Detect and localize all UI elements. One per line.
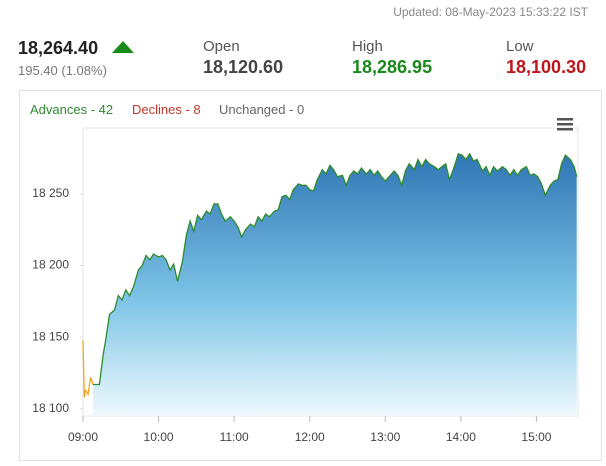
x-tick-label: 13:00 <box>370 430 400 444</box>
stat-value: 18,120.60 <box>203 57 284 77</box>
y-tick-label: 18 150 <box>32 329 69 343</box>
x-tick-label: 12:00 <box>295 430 325 444</box>
line <box>93 152 578 386</box>
menu-icon[interactable] <box>557 118 573 131</box>
area <box>93 153 577 417</box>
chart-box <box>19 90 602 461</box>
breadth-item: Declines - 8 <box>132 102 201 117</box>
breadth-item: Advances - 42 <box>30 102 114 117</box>
stat-value: 18,100.30 <box>506 57 587 77</box>
x-tick-label: 10:00 <box>144 430 174 444</box>
breadth-item: Unchanged - 0 <box>219 102 305 117</box>
stat-label: Low <box>506 38 534 55</box>
up-arrow <box>112 41 134 53</box>
stat-label: High <box>352 38 383 55</box>
updated-time: Updated: 08-May-2023 15:33:22 IST <box>393 5 588 19</box>
line <box>82 340 94 398</box>
y-tick-label: 18 100 <box>32 401 69 415</box>
y-tick-label: 18 200 <box>32 258 69 272</box>
y-tick-label: 18 250 <box>32 186 69 200</box>
x-tick-label: 09:00 <box>68 430 98 444</box>
last-price: 18,264.40 <box>18 38 99 58</box>
x-tick-label: 14:00 <box>446 430 476 444</box>
x-tick-label: 15:00 <box>521 430 551 444</box>
price-change: 195.40 (1.08%) <box>18 63 107 78</box>
stat-label: Open <box>203 38 240 55</box>
stat-value: 18,286.95 <box>352 57 433 77</box>
x-tick-label: 11:00 <box>220 430 249 444</box>
